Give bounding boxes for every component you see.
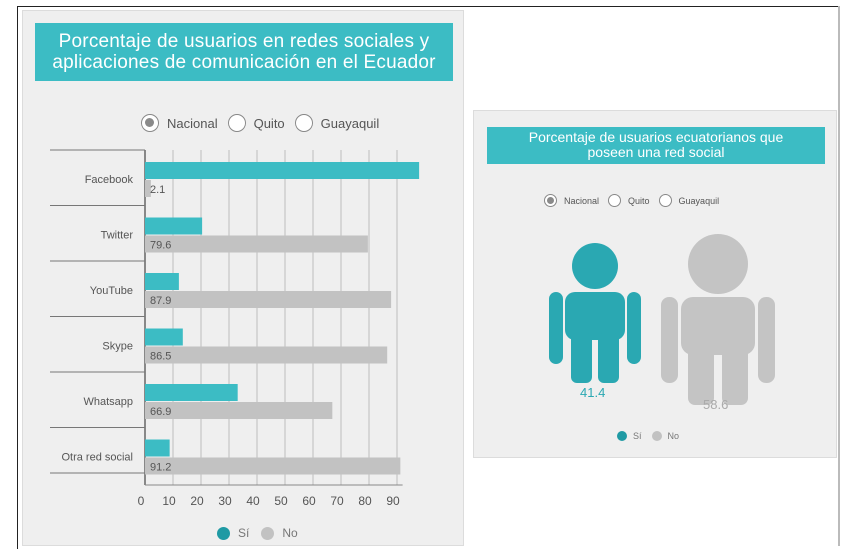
legend-item-no[interactable]: No — [261, 526, 298, 540]
x-tick-label: 90 — [386, 494, 400, 508]
bar-no — [145, 235, 368, 253]
bar-no — [145, 180, 151, 197]
category-label: Whatsapp — [83, 396, 133, 408]
bar-no — [145, 346, 388, 364]
radio-guayaquil-label: Guayaquil — [678, 195, 720, 206]
x-tick-label: 80 — [358, 494, 372, 508]
legend-no-swatch — [261, 526, 275, 540]
social-usage-panel: Porcentaje de usuarios en redes sociales… — [22, 10, 464, 546]
person-no-icon — [661, 234, 775, 405]
person-si-icon — [549, 243, 641, 383]
radio-guayaquil-label: Guayaquil — [320, 115, 380, 131]
radio-unchecked-icon — [294, 114, 313, 132]
radio-guayaquil[interactable]: Guayaquil — [294, 114, 380, 132]
x-tick-label: 50 — [274, 494, 288, 508]
legend-no-label: No — [667, 431, 680, 441]
no-value: 58.6 — [703, 397, 729, 412]
legend-no-label: No — [282, 526, 298, 540]
radio-quito-label: Quito — [253, 115, 285, 131]
bar-no-value-label: 91.2 — [150, 462, 171, 474]
bar-no — [145, 291, 392, 308]
legend-si-label: Sí — [238, 526, 250, 540]
radio-checked-icon — [544, 194, 557, 207]
radio-nacional-label: Nacional — [167, 115, 218, 131]
region-radio-group: Nacional Quito Guayaquil — [141, 114, 389, 132]
radio-unchecked-icon — [658, 194, 672, 207]
panel-title-line1: Porcentaje de usuarios en redes sociales… — [58, 31, 430, 52]
radio-quito[interactable]: Quito — [608, 194, 650, 207]
bar-no-value-label: 86.5 — [150, 351, 171, 363]
region-radio-group: Nacional Quito Guayaquil — [544, 194, 728, 207]
panel-title: Porcentaje de usuarios ecuatorianos que … — [487, 127, 825, 164]
category-label: YouTube — [90, 285, 133, 297]
radio-nacional[interactable]: Nacional — [544, 194, 599, 207]
x-tick-label: 40 — [246, 494, 260, 508]
pictogram-legend: Sí No — [617, 431, 689, 441]
radio-nacional[interactable]: Nacional — [141, 114, 218, 132]
bar-no-value-label: 87.9 — [150, 295, 171, 307]
x-tick-label: 10 — [162, 494, 176, 508]
legend-item-si[interactable]: Sí — [217, 526, 249, 540]
bar-si — [145, 384, 238, 401]
radio-nacional-label: Nacional — [564, 195, 600, 206]
bar-no — [145, 457, 401, 475]
radio-quito-label: Quito — [628, 195, 650, 206]
x-tick-label: 20 — [190, 494, 204, 508]
panel-title-line2: aplicaciones de comunicación en el Ecuad… — [52, 52, 436, 73]
bar-si — [145, 273, 179, 290]
figure-frame — [17, 6, 840, 549]
panel-title: Porcentaje de usuarios en redes sociales… — [35, 23, 453, 81]
panel-title-line1: Porcentaje de usuarios ecuatorianos que — [528, 129, 784, 145]
panel-title-line2: poseen una red social — [587, 144, 725, 160]
bar-no-value-label: 66.9 — [150, 406, 171, 418]
bar-no-value-label: 79.6 — [150, 240, 171, 252]
category-label: Facebook — [85, 174, 134, 186]
category-label: Skype — [102, 341, 133, 353]
legend-item-si[interactable]: Sí — [617, 431, 642, 441]
category-label: Otra red social — [61, 452, 133, 464]
legend-no-swatch — [651, 431, 662, 441]
radio-checked-icon — [141, 114, 159, 132]
pictogram-panel: Porcentaje de usuarios ecuatorianos que … — [473, 110, 837, 458]
radio-unchecked-icon — [608, 194, 622, 207]
si-value: 41.4 — [580, 385, 606, 400]
bar-chart-legend: Sí No — [217, 526, 310, 540]
pictogram — [549, 234, 775, 405]
bar-no — [145, 402, 333, 419]
radio-quito[interactable]: Quito — [227, 114, 285, 132]
bar-si — [145, 217, 203, 235]
legend-si-swatch — [217, 526, 230, 540]
radio-guayaquil[interactable]: Guayaquil — [658, 194, 720, 207]
bar-chart: 0 10 20 30 40 50 60 70 80 90 Facebook 2.1 Twitter 79.… — [50, 149, 420, 508]
x-tick-label: 60 — [302, 494, 316, 508]
category-label: Twitter — [101, 230, 134, 242]
bar-si — [145, 162, 420, 179]
bar-no-value-label: 2.1 — [150, 184, 165, 196]
x-tick-label: 70 — [330, 494, 344, 508]
x-tick-label: 0 — [138, 494, 145, 508]
legend-item-no[interactable]: No — [651, 431, 680, 441]
figure-frame-right — [838, 6, 840, 546]
bar-si — [145, 328, 183, 346]
bar-si — [145, 439, 170, 457]
x-tick-label: 30 — [218, 494, 232, 508]
legend-si-label: Sí — [633, 431, 642, 441]
radio-unchecked-icon — [227, 114, 246, 132]
legend-si-swatch — [617, 431, 627, 441]
